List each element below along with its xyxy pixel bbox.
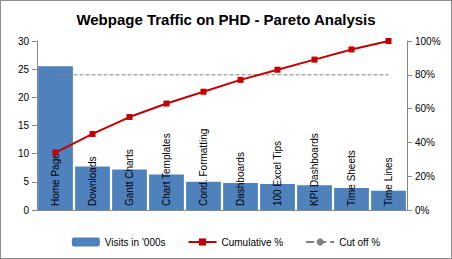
svg-text:Home Page: Home Page [50,153,61,206]
svg-text:10: 10 [18,148,30,159]
svg-text:Webpage Traffic on PHD - Paret: Webpage Traffic on PHD - Pareto Analysis [76,11,375,28]
svg-text:Time Lines: Time Lines [383,157,394,206]
svg-text:Cut off %: Cut off % [339,237,380,248]
svg-text:100%: 100% [415,36,441,47]
svg-text:0: 0 [23,205,29,216]
svg-text:Chart Templates: Chart Templates [161,133,172,206]
svg-text:20%: 20% [415,171,435,182]
svg-text:30: 30 [18,36,30,47]
svg-text:Visits in '000s: Visits in '000s [105,237,166,248]
svg-text:Cond. Formatting: Cond. Formatting [198,129,209,206]
svg-text:Dashboards: Dashboards [235,152,246,206]
svg-text:25: 25 [18,64,30,75]
svg-text:Downloads: Downloads [87,157,98,206]
svg-text:Cumulative %: Cumulative % [222,237,284,248]
svg-text:100 Excel Tips: 100 Excel Tips [272,141,283,206]
svg-text:0%: 0% [415,205,430,216]
svg-text:5: 5 [23,176,29,187]
svg-text:Time Sheets: Time Sheets [346,150,357,206]
svg-text:60%: 60% [415,103,435,114]
svg-text:KPI Dashboards: KPI Dashboards [309,133,320,206]
svg-text:80%: 80% [415,69,435,80]
svg-text:15: 15 [18,120,30,131]
svg-text:Gantt Charts: Gantt Charts [124,149,135,206]
svg-text:20: 20 [18,92,30,103]
svg-text:40%: 40% [415,137,435,148]
